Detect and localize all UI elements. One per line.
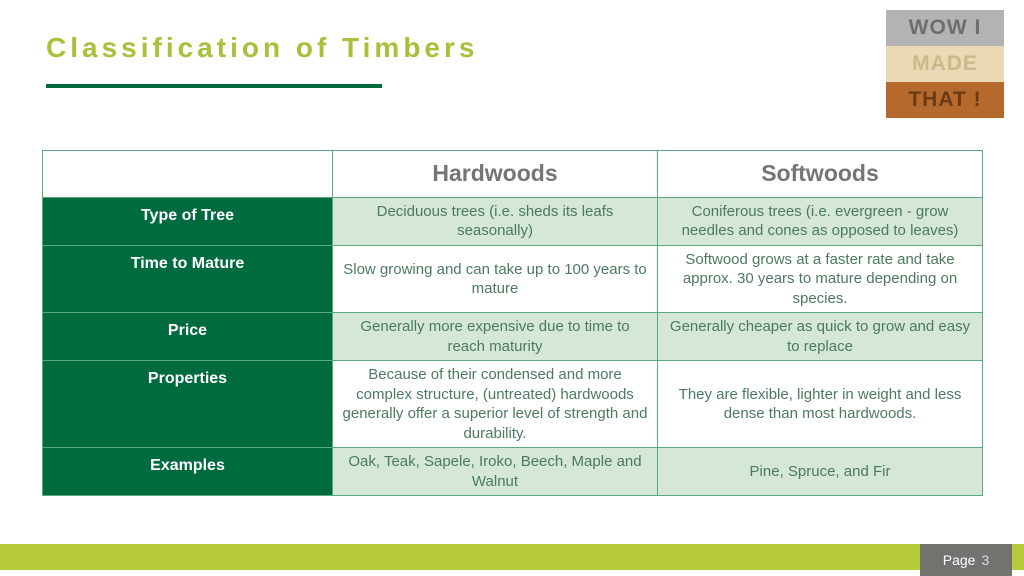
- page-title: Classification of Timbers: [46, 32, 478, 64]
- table-row: Examples Oak, Teak, Sapele, Iroko, Beech…: [43, 448, 983, 496]
- logo-line-2: MADE: [886, 46, 1004, 82]
- cell-softwoods: Softwood grows at a faster rate and take…: [658, 245, 983, 313]
- cell-hardwoods: Slow growing and can take up to 100 year…: [333, 245, 658, 313]
- logo-line-3: THAT !: [886, 82, 1004, 118]
- footer-bar: [0, 544, 1024, 570]
- cell-softwoods: Generally cheaper as quick to grow and e…: [658, 313, 983, 361]
- title-underline: [46, 84, 382, 88]
- row-label: Type of Tree: [43, 197, 333, 245]
- row-label: Time to Mature: [43, 245, 333, 313]
- table-header-row: Hardwoods Softwoods: [43, 151, 983, 198]
- table-header-hardwoods: Hardwoods: [333, 151, 658, 198]
- cell-hardwoods: Deciduous trees (i.e. sheds its leafs se…: [333, 197, 658, 245]
- footer-page-number: 3: [981, 552, 989, 568]
- cell-hardwoods: Oak, Teak, Sapele, Iroko, Beech, Maple a…: [333, 448, 658, 496]
- table-row: Time to Mature Slow growing and can take…: [43, 245, 983, 313]
- cell-hardwoods: Because of their condensed and more comp…: [333, 361, 658, 448]
- row-label: Examples: [43, 448, 333, 496]
- cell-softwoods: Pine, Spruce, and Fir: [658, 448, 983, 496]
- row-label: Properties: [43, 361, 333, 448]
- table-header-softwoods: Softwoods: [658, 151, 983, 198]
- table-header-corner: [43, 151, 333, 198]
- logo: WOW I MADE THAT !: [886, 10, 1004, 118]
- table-row: Properties Because of their condensed an…: [43, 361, 983, 448]
- footer-page-label: Page: [943, 552, 976, 568]
- timber-table: Hardwoods Softwoods Type of Tree Deciduo…: [42, 150, 983, 496]
- footer-page-tab: Page 3: [920, 544, 1012, 576]
- table-row: Price Generally more expensive due to ti…: [43, 313, 983, 361]
- cell-softwoods: They are flexible, lighter in weight and…: [658, 361, 983, 448]
- table-row: Type of Tree Deciduous trees (i.e. sheds…: [43, 197, 983, 245]
- logo-line-1: WOW I: [886, 10, 1004, 46]
- cell-hardwoods: Generally more expensive due to time to …: [333, 313, 658, 361]
- row-label: Price: [43, 313, 333, 361]
- cell-softwoods: Coniferous trees (i.e. evergreen - grow …: [658, 197, 983, 245]
